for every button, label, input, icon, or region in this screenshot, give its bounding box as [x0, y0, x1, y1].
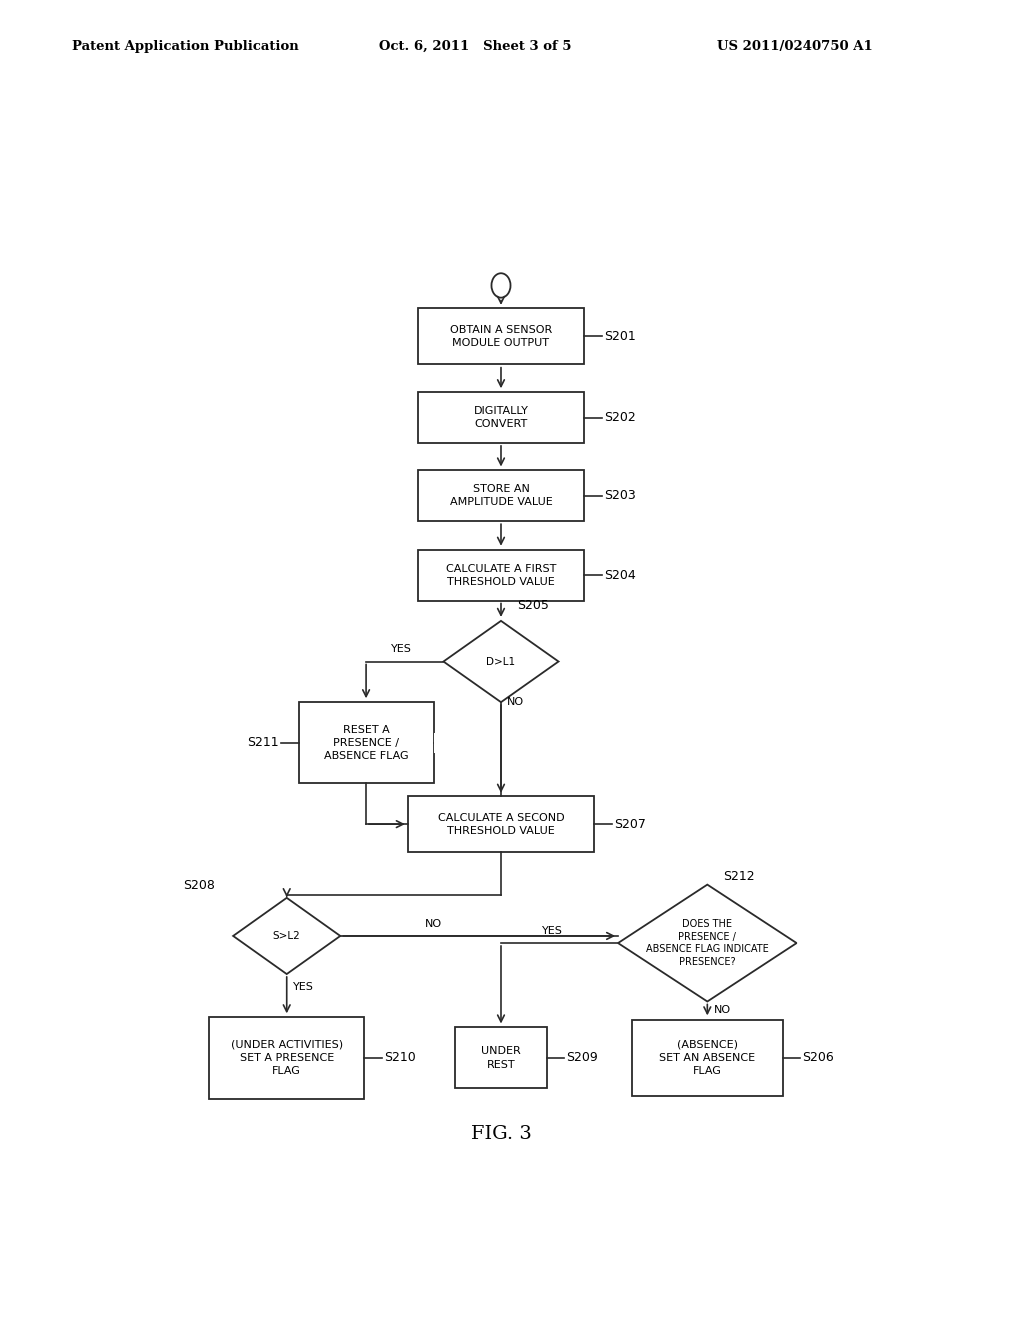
Text: YES: YES	[542, 925, 563, 936]
FancyBboxPatch shape	[418, 309, 585, 364]
Text: S>L2: S>L2	[272, 931, 301, 941]
Text: YES: YES	[293, 982, 314, 991]
Text: S209: S209	[566, 1052, 598, 1064]
Text: NO: NO	[714, 1005, 731, 1015]
FancyBboxPatch shape	[632, 1020, 782, 1096]
Polygon shape	[233, 898, 340, 974]
Text: RESET A
PRESENCE /
ABSENCE FLAG: RESET A PRESENCE / ABSENCE FLAG	[324, 725, 409, 762]
Text: CALCULATE A FIRST
THRESHOLD VALUE: CALCULATE A FIRST THRESHOLD VALUE	[445, 564, 556, 586]
Text: D>L1: D>L1	[486, 656, 515, 667]
Text: S205: S205	[517, 599, 549, 612]
FancyBboxPatch shape	[418, 392, 585, 444]
Text: S203: S203	[604, 490, 636, 503]
Text: S202: S202	[604, 411, 636, 424]
Text: NO: NO	[425, 919, 442, 929]
Text: DOES THE
PRESENCE /
ABSENCE FLAG INDICATE
PRESENCE?: DOES THE PRESENCE / ABSENCE FLAG INDICAT…	[646, 920, 769, 966]
Text: S211: S211	[247, 737, 279, 750]
Text: Oct. 6, 2011   Sheet 3 of 5: Oct. 6, 2011 Sheet 3 of 5	[379, 40, 571, 53]
Text: S206: S206	[803, 1052, 835, 1064]
Text: S210: S210	[384, 1052, 416, 1064]
Text: S212: S212	[723, 870, 755, 883]
FancyBboxPatch shape	[418, 549, 585, 601]
Text: (UNDER ACTIVITIES)
SET A PRESENCE
FLAG: (UNDER ACTIVITIES) SET A PRESENCE FLAG	[230, 1040, 343, 1076]
Text: S208: S208	[183, 879, 215, 891]
Text: YES: YES	[391, 644, 413, 655]
FancyBboxPatch shape	[299, 702, 433, 784]
FancyBboxPatch shape	[209, 1018, 365, 1098]
Polygon shape	[618, 884, 797, 1002]
Polygon shape	[443, 620, 558, 702]
Text: Patent Application Publication: Patent Application Publication	[72, 40, 298, 53]
Text: (ABSENCE)
SET AN ABSENCE
FLAG: (ABSENCE) SET AN ABSENCE FLAG	[659, 1040, 756, 1076]
FancyBboxPatch shape	[418, 470, 585, 521]
Text: FIG. 3: FIG. 3	[471, 1125, 531, 1143]
Text: OBTAIN A SENSOR
MODULE OUTPUT: OBTAIN A SENSOR MODULE OUTPUT	[450, 325, 552, 348]
Text: US 2011/0240750 A1: US 2011/0240750 A1	[717, 40, 872, 53]
Text: S207: S207	[614, 817, 646, 830]
Text: S204: S204	[604, 569, 636, 582]
FancyBboxPatch shape	[408, 796, 594, 853]
FancyBboxPatch shape	[433, 733, 497, 752]
Text: DIGITALLY
CONVERT: DIGITALLY CONVERT	[473, 407, 528, 429]
Text: STORE AN
AMPLITUDE VALUE: STORE AN AMPLITUDE VALUE	[450, 484, 552, 507]
Circle shape	[492, 273, 511, 297]
Text: NO: NO	[507, 697, 524, 708]
FancyBboxPatch shape	[456, 1027, 547, 1089]
Text: S201: S201	[604, 330, 636, 343]
Text: UNDER
REST: UNDER REST	[481, 1047, 521, 1069]
Text: S211: S211	[454, 737, 485, 750]
Text: CALCULATE A SECOND
THRESHOLD VALUE: CALCULATE A SECOND THRESHOLD VALUE	[437, 813, 564, 836]
